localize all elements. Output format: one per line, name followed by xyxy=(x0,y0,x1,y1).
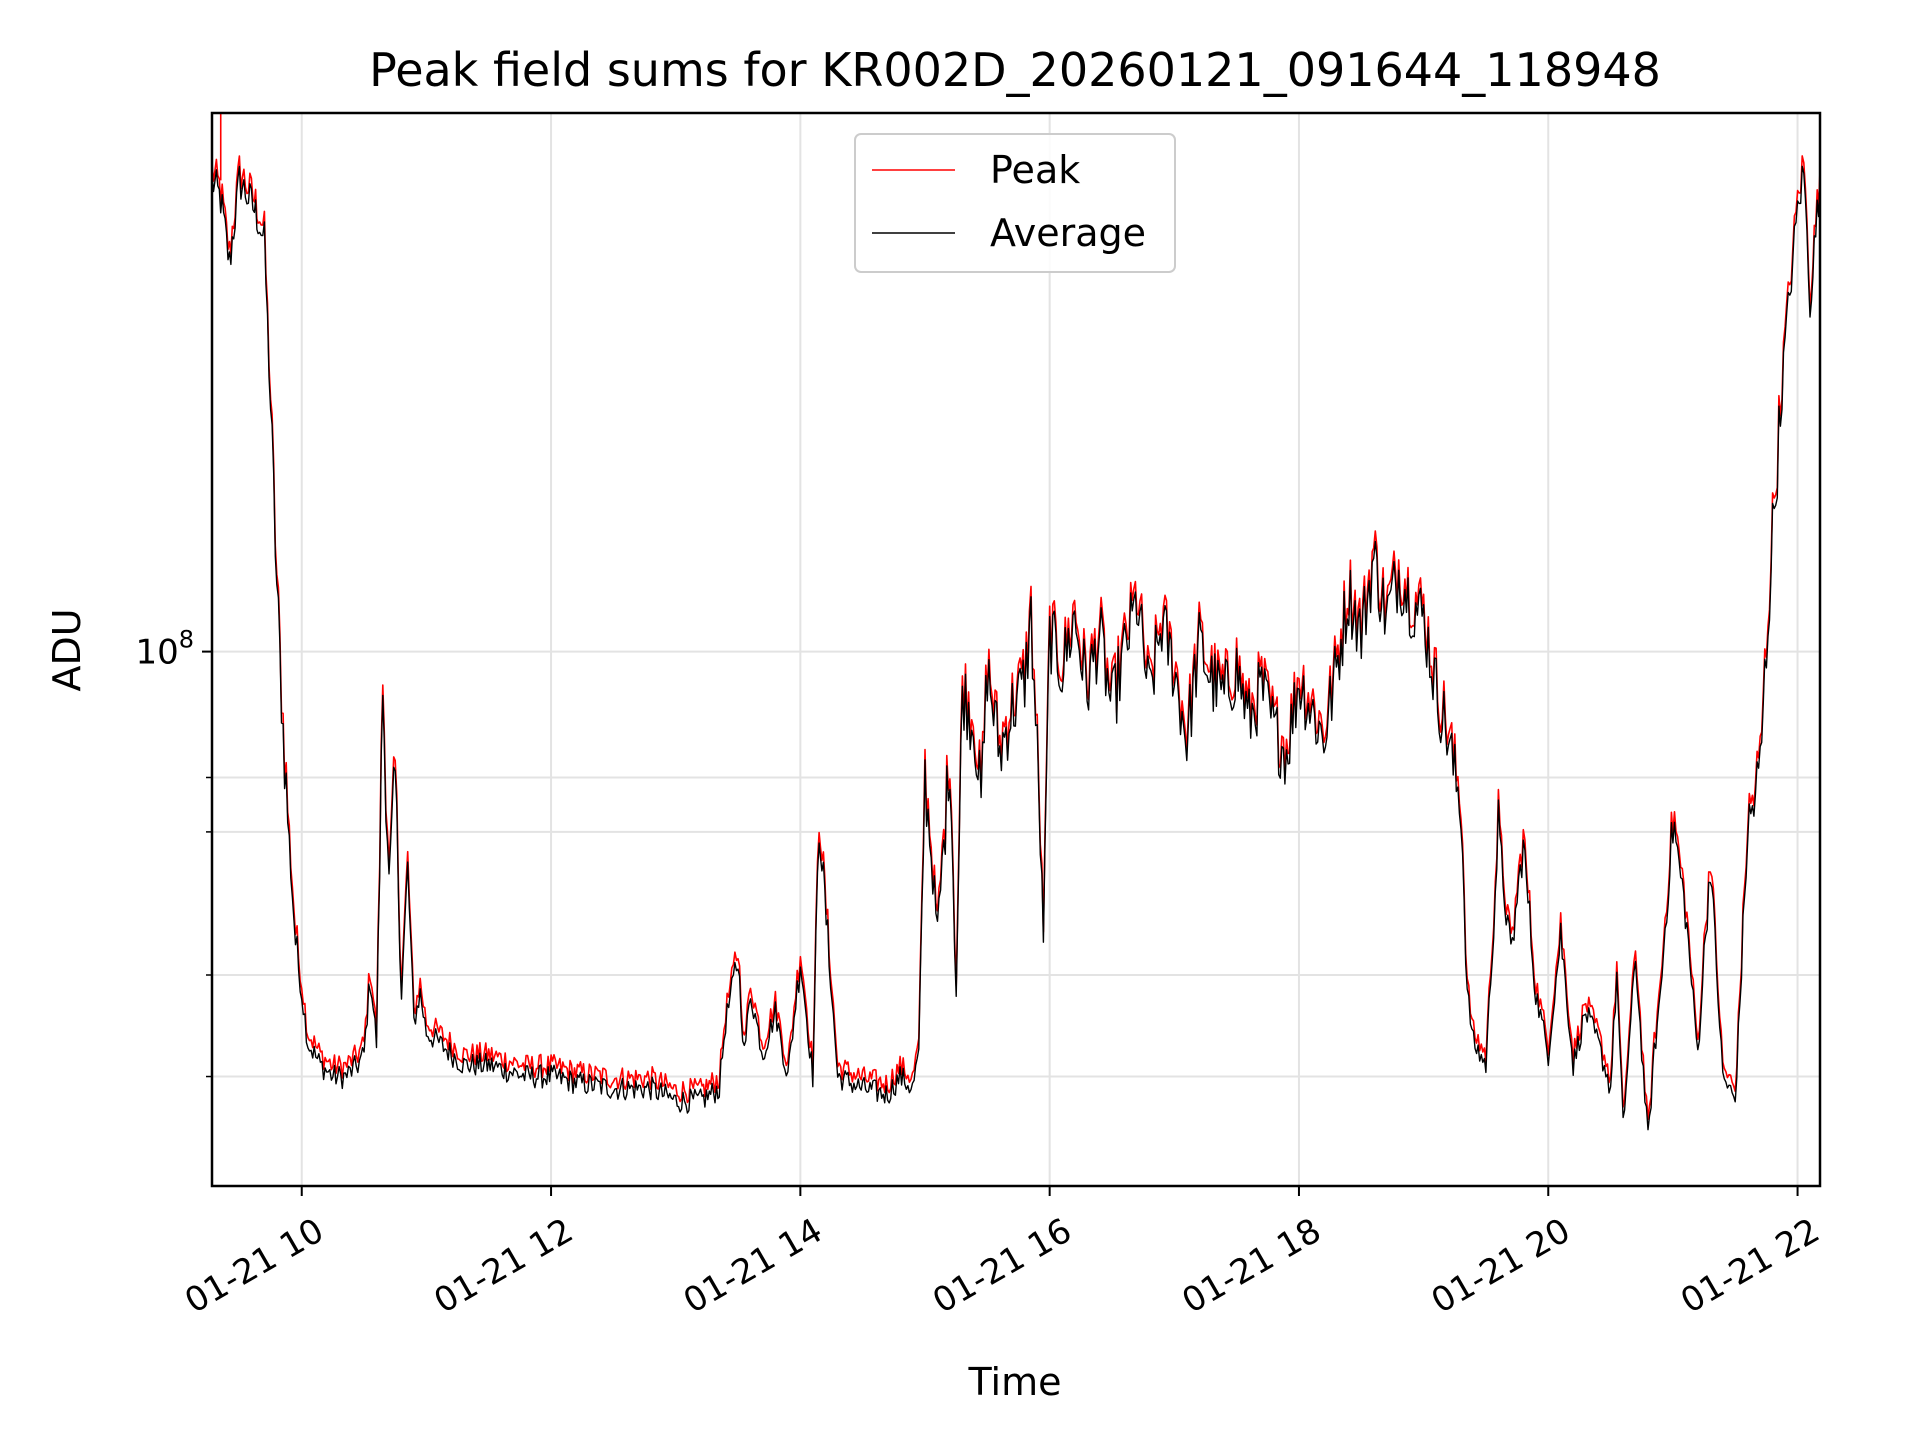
y-tick-label-exponent: 8 xyxy=(179,626,194,654)
y-tick-label: 108 xyxy=(135,626,194,673)
legend-box xyxy=(854,133,1176,273)
legend: Peak Average xyxy=(854,133,1176,273)
legend-label-peak: Peak xyxy=(990,148,1080,192)
y-tick-label-base: 10 xyxy=(135,633,178,673)
series-group xyxy=(212,113,1820,1131)
grid-lines xyxy=(212,113,1820,1186)
y-axis-label: ADU xyxy=(45,608,89,691)
series-line-average xyxy=(212,165,1820,1131)
plot-frame xyxy=(210,111,1822,1188)
series-line-peak xyxy=(212,155,1820,1121)
x-axis-label: Time xyxy=(968,1360,1062,1404)
legend-label-average: Average xyxy=(990,211,1146,255)
chart-title: Peak field sums for KR002D_20260121_0916… xyxy=(369,43,1661,97)
